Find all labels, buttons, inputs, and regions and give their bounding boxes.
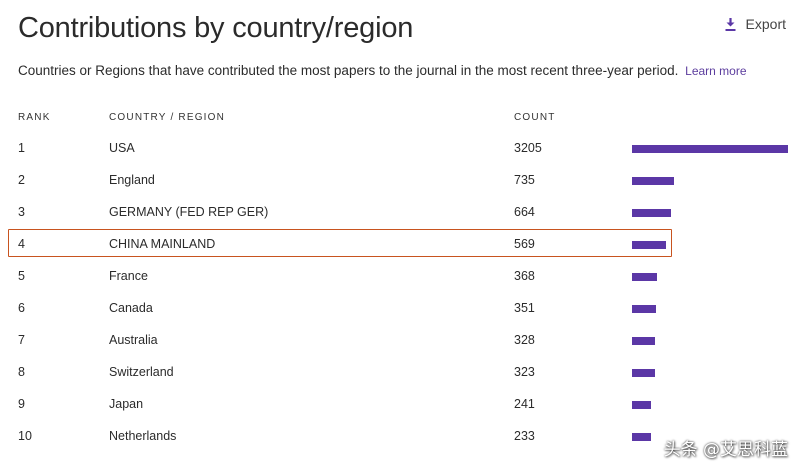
count-bar [632,305,656,313]
rank-cell: 8 [18,365,25,379]
count-bar [632,177,674,185]
count-bar [632,145,788,153]
table-row: 3 GERMANY (FED REP GER) 664 [0,197,800,229]
rank-cell: 1 [18,141,25,155]
column-header-count: COUNT [514,112,556,123]
count-cell: 368 [514,269,535,283]
count-cell: 328 [514,333,535,347]
table-row: 10 Netherlands 233 [0,421,800,453]
count-bar [632,241,666,249]
rank-cell: 7 [18,333,25,347]
count-cell: 241 [514,397,535,411]
country-cell: Japan [109,397,144,411]
count-bar [632,209,671,217]
table-row: 7 Australia 328 [0,325,800,357]
count-bar [632,337,655,345]
rank-cell: 3 [18,205,25,219]
table-row: 9 Japan 241 [0,389,800,421]
rank-cell: 2 [18,173,25,187]
country-cell: England [109,173,155,187]
country-cell: USA [109,141,135,155]
watermark: 头条 @艾思科蓝 [663,440,788,460]
download-icon [725,17,736,31]
count-cell: 664 [514,205,535,219]
page-title: Contributions by country/region [18,12,414,44]
rank-cell: 5 [18,269,25,283]
count-cell: 735 [514,173,535,187]
count-bar [632,273,657,281]
country-cell: CHINA MAINLAND [109,237,216,251]
table-row: 6 Canada 351 [0,293,800,325]
country-cell: Canada [109,301,153,315]
column-header-country: COUNTRY / REGION [109,112,226,123]
rank-cell: 9 [18,397,25,411]
count-cell: 3205 [514,141,542,155]
rank-cell: 4 [18,237,25,251]
table-row: 2 England 735 [0,165,800,197]
count-bar [632,401,651,409]
country-cell: GERMANY (FED REP GER) [109,205,269,219]
country-cell: France [109,269,148,283]
count-cell: 323 [514,365,535,379]
table-row: 4 CHINA MAINLAND 569 [0,229,800,261]
column-header-rank: RANK [18,112,51,123]
country-cell: Switzerland [109,365,174,379]
count-cell: 569 [514,237,535,251]
export-button[interactable]: Export [725,16,786,32]
export-label: Export [745,16,786,32]
country-cell: Netherlands [109,429,177,443]
country-cell: Australia [109,333,158,347]
count-cell: 351 [514,301,535,315]
description-text: Countries or Regions that have contribut… [18,63,679,78]
count-bar [632,433,651,441]
learn-more-link[interactable]: Learn more [685,64,747,78]
table-row: 1 USA 3205 [0,133,800,165]
rank-cell: 6 [18,301,25,315]
count-cell: 233 [514,429,535,443]
page-description: Countries or Regions that have contribut… [18,63,747,78]
table-row: 8 Switzerland 323 [0,357,800,389]
count-bar [632,369,655,377]
table-row: 5 France 368 [0,261,800,293]
rank-cell: 10 [18,429,32,443]
